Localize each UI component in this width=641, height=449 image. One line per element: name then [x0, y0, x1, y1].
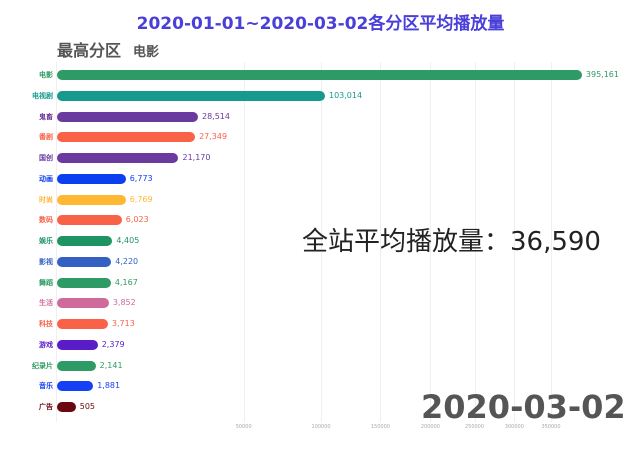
bar	[57, 132, 196, 143]
gridline	[380, 62, 382, 422]
bar	[57, 236, 113, 246]
category-label: 番剧	[39, 133, 53, 142]
bar	[57, 381, 94, 392]
category-label: 纪录片	[32, 361, 53, 370]
value-label: 395,161	[585, 70, 619, 79]
category-label: 影视	[39, 257, 53, 266]
bar	[57, 90, 325, 101]
category-label: 数码	[39, 216, 53, 225]
bar	[57, 111, 198, 122]
category-label: 国创	[39, 154, 53, 162]
value-label: 4,167	[114, 277, 138, 287]
gridline	[243, 62, 245, 422]
gridline	[514, 62, 516, 422]
category-label: 游戏	[39, 340, 53, 349]
bar	[57, 70, 582, 80]
category-label: 鬼畜	[39, 112, 53, 121]
bar	[57, 256, 112, 267]
value-label: 505	[79, 402, 96, 411]
date-annotation: 2020-03-02	[421, 388, 626, 426]
bar	[57, 194, 126, 205]
gridline	[474, 62, 476, 422]
value-label: 6,023	[125, 215, 149, 225]
gridline	[430, 62, 432, 422]
x-tick-label: 200000	[420, 424, 440, 430]
value-label: 103,014	[328, 90, 363, 100]
value-label: 4,405	[116, 236, 140, 245]
category-label: 舞蹈	[39, 278, 53, 287]
category-label: 科技	[39, 320, 53, 328]
x-tick-label: 100000	[311, 424, 331, 430]
top-category: 电影	[133, 45, 160, 60]
x-tick-label: 150000	[370, 424, 390, 430]
value-label: 4,220	[115, 256, 139, 266]
x-tick-label: 350000	[541, 424, 561, 430]
category-label: 时尚	[39, 195, 53, 204]
bar	[57, 298, 109, 309]
gridline	[321, 62, 323, 422]
value-label: 2,379	[101, 339, 125, 349]
top-label: 最高分区	[57, 41, 122, 60]
bar	[57, 153, 179, 163]
category-label: 电影	[39, 71, 53, 79]
value-label: 21,170	[182, 153, 211, 162]
bar	[57, 319, 108, 329]
value-label: 3,713	[111, 319, 135, 328]
bar	[57, 402, 76, 412]
bar	[57, 360, 96, 371]
value-label: 28,514	[201, 111, 230, 121]
category-label: 电视剧	[32, 91, 53, 100]
category-label: 娱乐	[39, 237, 53, 245]
category-label: 广告	[39, 403, 53, 411]
value-label: 2,141	[99, 360, 123, 370]
x-tick-label: 250000	[464, 424, 485, 430]
bar	[57, 277, 111, 288]
value-label: 1,881	[97, 381, 121, 391]
bar	[57, 173, 126, 184]
value-label: 6,769	[129, 194, 153, 204]
value-label: 27,349	[199, 132, 228, 142]
category-label: 动画	[39, 174, 53, 183]
bar	[57, 339, 98, 350]
value-label: 6,773	[129, 173, 153, 183]
chart-title: 2020-01-01~2020-03-02各分区平均播放量	[136, 14, 505, 34]
x-tick-label: 50000	[235, 424, 252, 430]
site-average-annotation: 全站平均播放量：36,590	[302, 227, 601, 257]
top-category-heading: 最高分区 电影	[57, 37, 159, 61]
value-label: 3,852	[112, 298, 136, 308]
y-axis-line	[56, 62, 57, 422]
bar	[57, 215, 122, 226]
category-label: 生活	[39, 299, 53, 308]
gridline	[550, 62, 552, 422]
category-label: 音乐	[39, 382, 53, 391]
x-tick-label: 300000	[504, 424, 524, 430]
